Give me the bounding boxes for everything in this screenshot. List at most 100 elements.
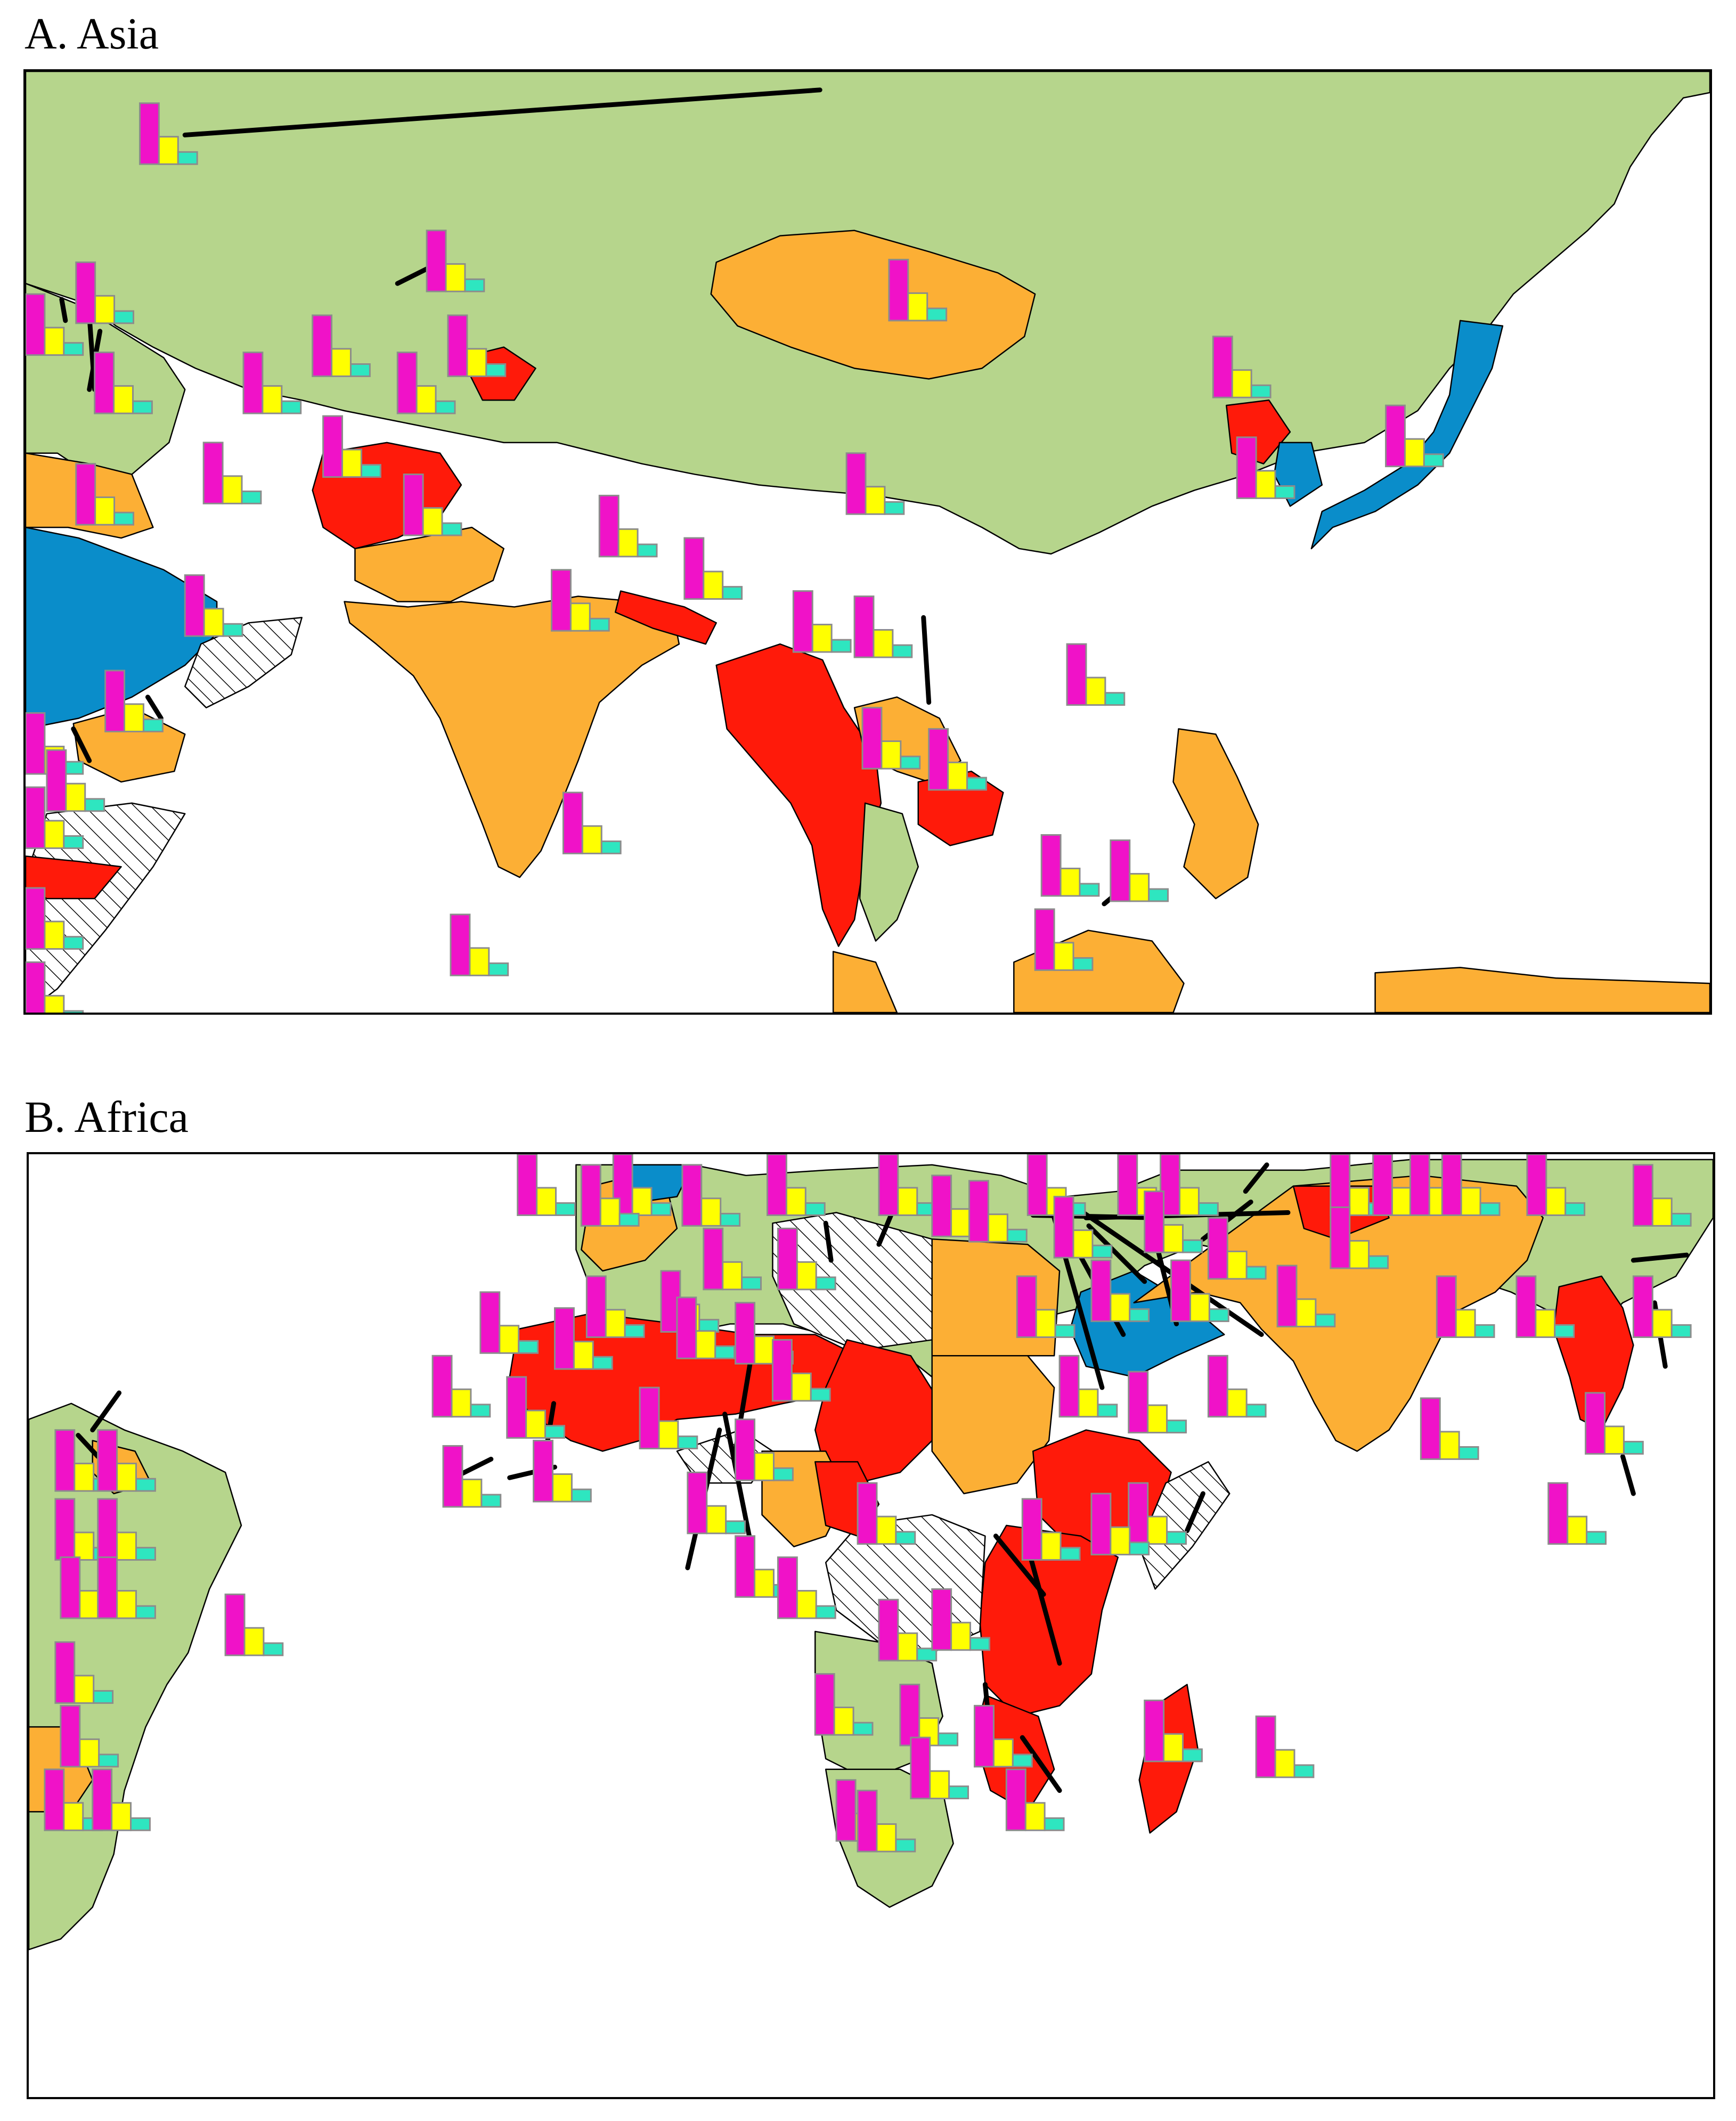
bar-series-2 [1053, 942, 1074, 971]
bar-series-1 [54, 1498, 76, 1561]
bar-glyph [551, 569, 610, 632]
bar-series-1 [1385, 404, 1406, 468]
bar-series-3 [895, 1531, 916, 1545]
bar-series-2 [581, 825, 602, 854]
bar-series-2 [796, 1261, 817, 1291]
bar-glyph [598, 494, 658, 558]
bar-glyph [46, 749, 105, 812]
bar-series-1 [1255, 1715, 1276, 1779]
africa-countries-region-6 [814, 1339, 938, 1484]
bar-series-3 [722, 586, 743, 600]
bar-series-1 [1021, 1498, 1042, 1561]
bar-glyph [899, 1684, 959, 1747]
bar-glyph [683, 537, 743, 600]
bar-series-2 [44, 327, 65, 356]
asia-countries-region-16 [1310, 320, 1504, 550]
bar-series-2 [341, 448, 362, 478]
bar-glyph [97, 1429, 156, 1492]
bar-series-1 [1372, 1154, 1393, 1216]
africa-leader-line [1185, 1491, 1205, 1533]
bar-glyph [431, 1355, 491, 1418]
bar-series-3 [926, 307, 948, 322]
bar-series-3 [600, 840, 622, 854]
asia-countries-region-18 [1374, 967, 1710, 1013]
bar-series-3 [1104, 692, 1126, 706]
bar-series-3 [63, 936, 84, 950]
bar-series-2 [1231, 369, 1252, 398]
asia-countries-region-23 [26, 855, 122, 900]
bar-series-3 [725, 1520, 746, 1535]
bar-series-3 [1044, 1817, 1065, 1831]
bar-series-3 [135, 1605, 156, 1619]
bar-series-1 [1016, 1275, 1037, 1338]
asia-leader-line [59, 297, 68, 323]
bar-glyph [60, 1704, 119, 1768]
bar-glyph [554, 1307, 613, 1370]
bar-glyph [580, 1164, 640, 1227]
bar-series-1 [968, 1180, 989, 1243]
bar-series-3 [464, 278, 485, 292]
asia-leader-line [395, 265, 432, 286]
bar-series-3 [113, 310, 134, 324]
bar-series-3 [589, 617, 610, 632]
bar-series-3 [592, 1356, 613, 1370]
bar-series-2 [74, 1531, 95, 1561]
asia-map-canvas [26, 71, 1710, 1013]
bar-glyph [26, 786, 84, 849]
bar-series-3 [177, 151, 198, 165]
bar-series-3 [1182, 1748, 1203, 1763]
bar-series-2 [599, 1197, 621, 1227]
africa-map [27, 1152, 1715, 2099]
bar-series-3 [84, 798, 105, 812]
africa-leader-line [1086, 1223, 1147, 1284]
bar-series-2 [44, 920, 65, 950]
bar-glyph [184, 574, 243, 637]
africa-leader-line [823, 1220, 834, 1263]
bar-series-2 [1163, 1733, 1184, 1763]
bar-series-3 [1670, 1213, 1692, 1227]
bar-series-2 [461, 1478, 483, 1508]
bar-series-2 [1110, 1526, 1131, 1556]
bar-series-3 [281, 400, 302, 414]
africa-leader-line [1620, 1454, 1636, 1496]
bar-series-2 [79, 1590, 100, 1619]
bar-series-1 [54, 1641, 76, 1704]
bar-series-2 [466, 348, 487, 377]
bar-series-1 [1420, 1397, 1441, 1460]
bar-series-3 [93, 1690, 114, 1704]
bar-series-3 [435, 400, 456, 414]
bar-series-3 [1006, 1228, 1028, 1243]
bar-series-3 [969, 1637, 990, 1651]
bar-glyph [1040, 834, 1100, 897]
bar-series-2 [658, 1420, 679, 1449]
bar-series-1 [1212, 336, 1233, 398]
bar-series-1 [1005, 1768, 1026, 1831]
bar-series-2 [1295, 1298, 1317, 1328]
bar-glyph [910, 1736, 969, 1800]
bar-series-1 [1547, 1482, 1569, 1545]
bar-glyph [861, 707, 921, 770]
bar-series-3 [470, 1404, 491, 1418]
bar-series-1 [26, 293, 46, 356]
bar-series-3 [480, 1494, 502, 1508]
bar-series-1 [771, 1339, 793, 1402]
bar-series-2 [158, 136, 179, 165]
bar-series-3 [1166, 1420, 1187, 1434]
bar-glyph [396, 352, 456, 414]
bar-series-3 [1423, 453, 1444, 468]
bar-series-2 [897, 1187, 918, 1216]
bar-series-3 [1166, 1531, 1187, 1545]
bar-series-2 [950, 1621, 972, 1651]
bar-series-1 [687, 1471, 708, 1535]
africa-leader-line [90, 1390, 122, 1433]
bar-series-2 [1545, 1187, 1567, 1216]
bar-glyph [1632, 1275, 1692, 1338]
africa-map-canvas [29, 1154, 1713, 2097]
bar-glyph [928, 728, 987, 791]
bar-series-2 [44, 820, 65, 849]
africa-leader-line [1243, 1162, 1269, 1194]
bar-series-1 [1090, 1259, 1112, 1323]
bar-series-3 [618, 1213, 640, 1227]
bar-series-3 [241, 490, 262, 504]
bar-series-3 [1554, 1324, 1575, 1338]
